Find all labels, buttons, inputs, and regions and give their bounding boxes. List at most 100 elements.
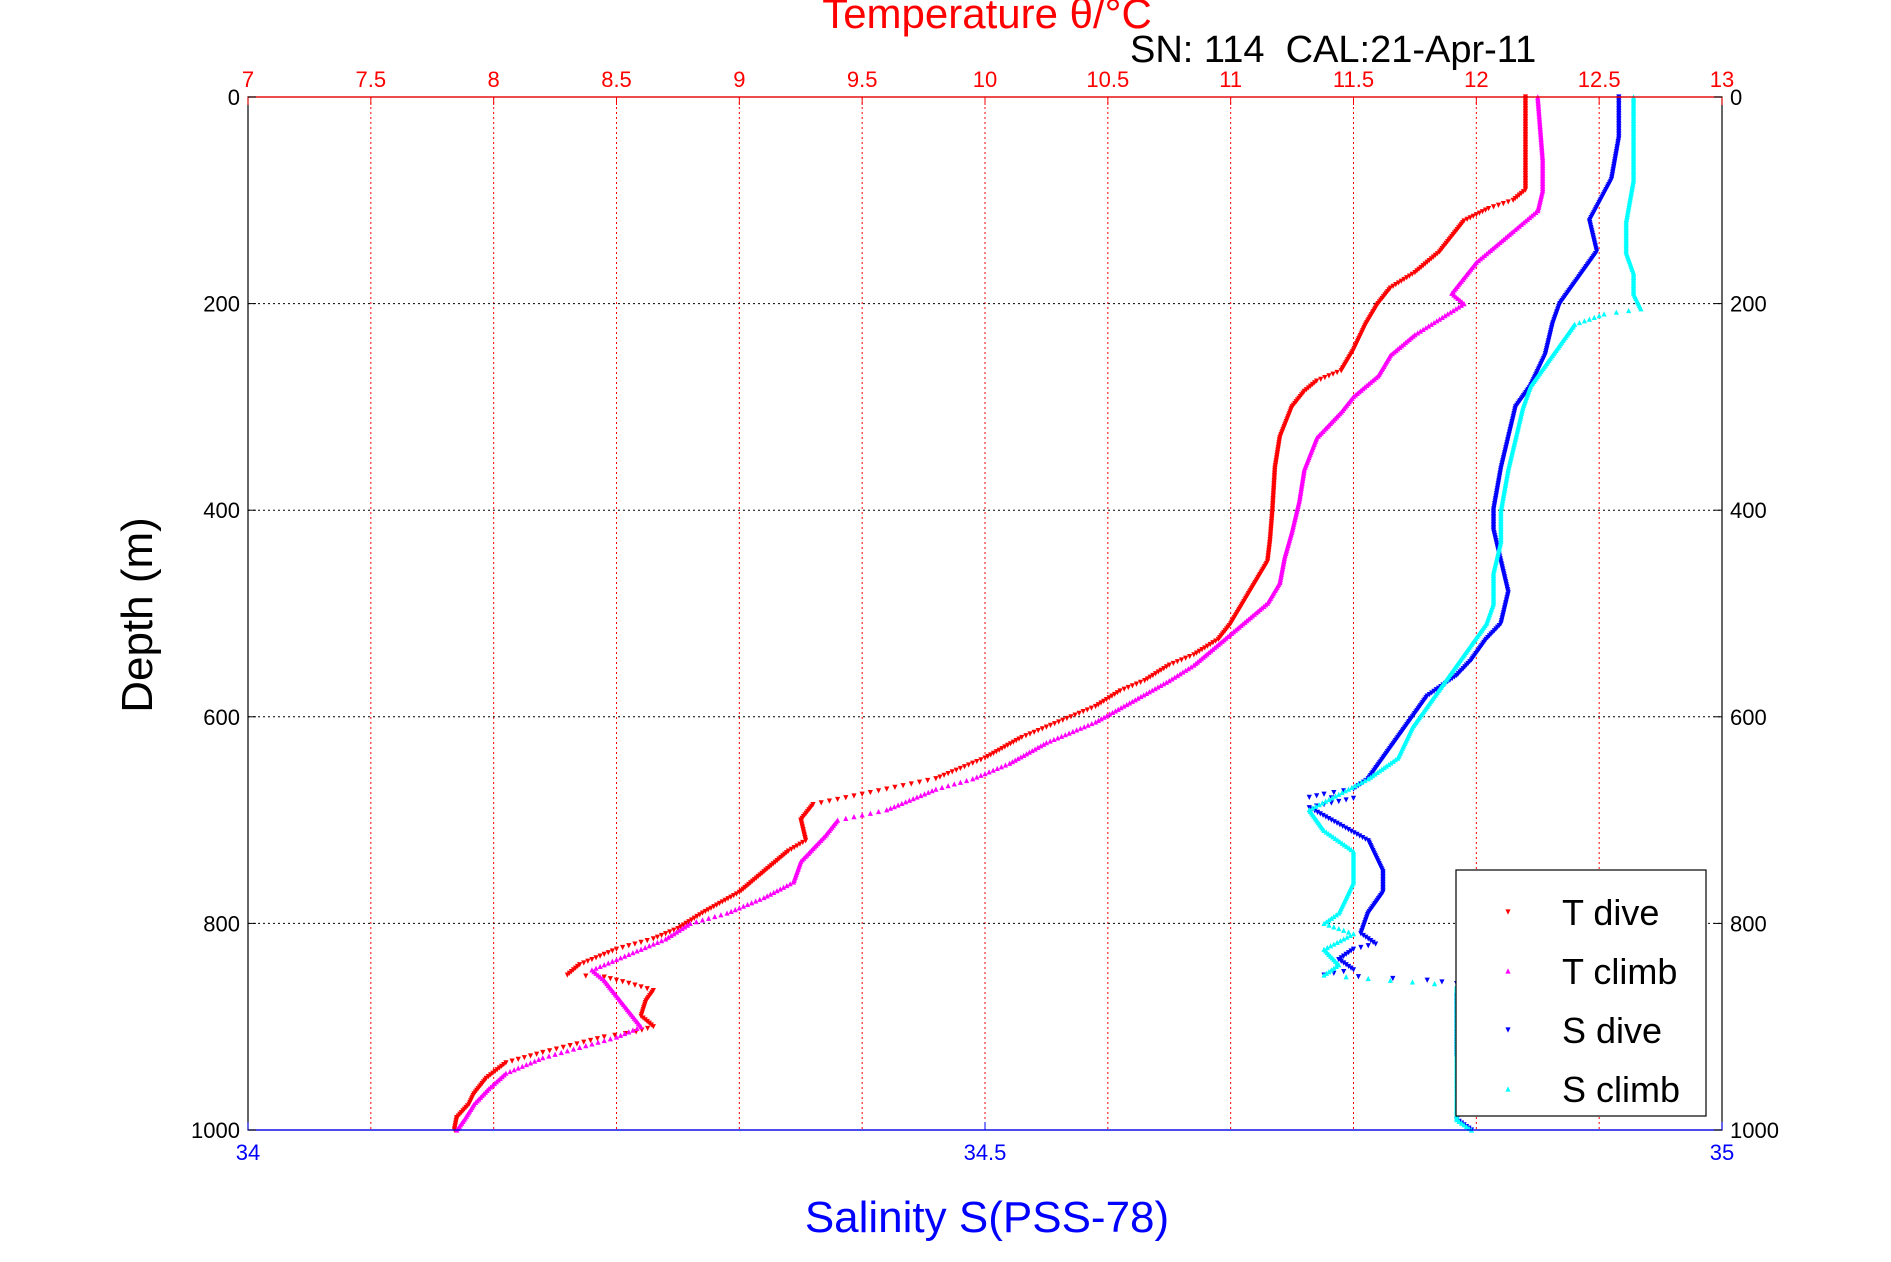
data-point — [925, 789, 931, 795]
data-point — [1129, 683, 1135, 689]
data-point — [990, 767, 996, 773]
data-point — [1039, 726, 1045, 732]
data-point — [675, 925, 681, 932]
depth-axis-label: Depth (m) — [113, 517, 162, 713]
legend-box — [1455, 869, 1707, 1117]
data-point — [1495, 202, 1502, 208]
depth-tick-label-right: 600 — [1730, 705, 1767, 730]
data-point — [1326, 917, 1332, 923]
data-point — [501, 1061, 507, 1068]
data-point — [1365, 776, 1371, 782]
data-point — [1490, 204, 1497, 210]
data-point — [1434, 318, 1440, 324]
data-point — [1505, 199, 1511, 205]
temperature-axis-label: Temperature θ/°C — [822, 0, 1152, 37]
data-point — [540, 1055, 546, 1061]
depth-tick-label-left: 0 — [228, 85, 240, 110]
data-point — [933, 786, 939, 792]
data-point — [1454, 672, 1460, 679]
data-point — [668, 932, 674, 939]
data-point — [961, 764, 968, 770]
data-point — [1144, 676, 1151, 682]
data-point — [564, 1048, 570, 1054]
data-point — [1365, 975, 1371, 982]
data-point — [1107, 711, 1113, 717]
data-point — [1331, 965, 1337, 971]
salinity-tick-label: 35 — [1710, 1140, 1734, 1165]
data-point — [1323, 970, 1330, 976]
data-point — [1032, 746, 1038, 752]
data-point — [1323, 814, 1329, 820]
data-point — [1068, 714, 1074, 720]
data-point — [1458, 302, 1464, 308]
data-point — [891, 803, 897, 810]
data-point — [1591, 314, 1597, 320]
data-point — [644, 938, 650, 944]
temperature-tick-label: 8 — [488, 67, 500, 92]
data-point — [1331, 924, 1337, 930]
data-point — [999, 745, 1005, 752]
data-point — [998, 764, 1004, 770]
data-point — [1461, 301, 1467, 307]
data-point — [1002, 762, 1009, 768]
data-point — [1043, 724, 1050, 730]
data-point — [1345, 963, 1352, 970]
data-point — [1193, 650, 1200, 656]
data-point — [767, 891, 774, 897]
data-point — [1101, 698, 1107, 704]
data-point — [1586, 316, 1592, 322]
data-point — [1348, 828, 1354, 834]
data-point — [1035, 744, 1041, 750]
data-point — [1062, 732, 1068, 738]
data-point — [593, 955, 599, 961]
series-t-climb — [454, 94, 1546, 1133]
data-point — [774, 888, 780, 894]
data-point — [1343, 797, 1349, 803]
data-point — [667, 929, 673, 935]
data-point — [1174, 672, 1181, 679]
data-point — [1163, 679, 1170, 685]
data-point — [613, 1034, 620, 1040]
data-point — [1132, 697, 1138, 703]
data-point — [1343, 962, 1349, 968]
data-point — [953, 767, 959, 773]
data-point — [1333, 912, 1339, 918]
data-point — [1141, 692, 1147, 698]
data-point — [1340, 823, 1346, 830]
data-point — [1095, 702, 1101, 708]
data-point — [780, 884, 787, 890]
data-point — [1362, 777, 1368, 784]
temperature-tick-label: 8.5 — [601, 67, 632, 92]
data-point — [527, 1053, 534, 1059]
data-point — [1321, 920, 1327, 926]
data-point — [1188, 664, 1194, 670]
data-point — [1161, 665, 1167, 672]
data-point — [680, 922, 686, 928]
temperature-tick-label: 9.5 — [847, 67, 878, 92]
data-point — [1084, 707, 1090, 713]
data-point — [899, 800, 905, 807]
data-point — [1329, 795, 1335, 801]
data-point — [1013, 738, 1019, 744]
data-point — [1373, 941, 1379, 947]
data-point — [1095, 717, 1101, 723]
data-point — [1007, 741, 1014, 747]
data-point — [622, 953, 628, 959]
data-point — [1109, 709, 1116, 716]
data-point — [1344, 934, 1350, 940]
data-point — [1158, 682, 1164, 689]
data-point — [1109, 693, 1115, 699]
data-point — [1040, 741, 1047, 747]
data-point — [1010, 739, 1016, 745]
data-point — [1158, 667, 1164, 673]
data-point — [626, 951, 632, 957]
data-point — [1313, 803, 1319, 809]
data-point — [626, 943, 632, 949]
data-point — [1060, 717, 1066, 723]
data-point — [794, 843, 800, 849]
data-point — [1363, 934, 1369, 940]
data-point — [797, 841, 803, 847]
data-point — [523, 1061, 530, 1068]
data-point — [490, 1070, 496, 1076]
data-point — [597, 953, 603, 959]
